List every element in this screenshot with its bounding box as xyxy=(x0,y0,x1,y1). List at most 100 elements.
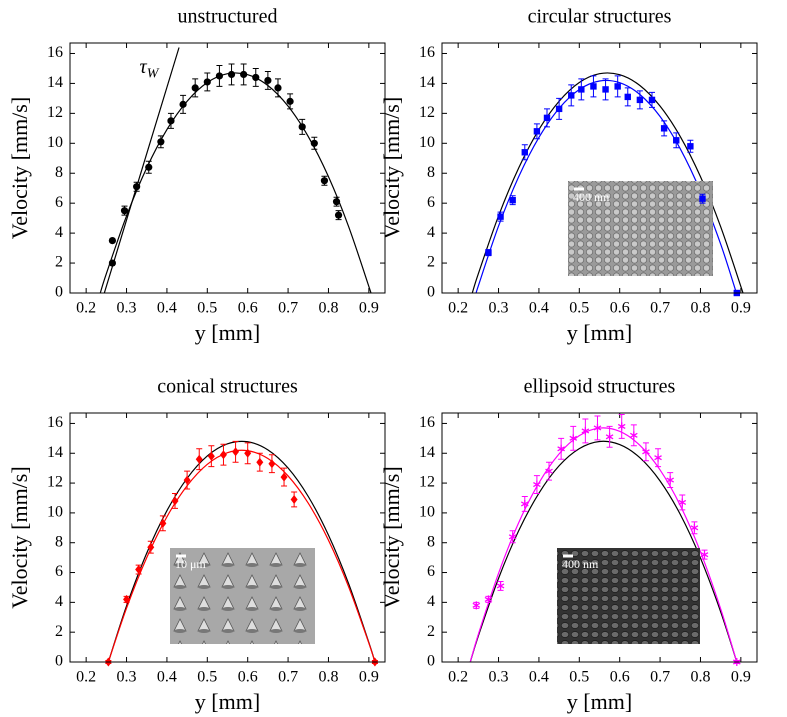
x-tick-label: 0.6 xyxy=(610,669,630,686)
marker xyxy=(135,565,143,575)
marker xyxy=(123,594,131,604)
x-axis-label: y [mm] xyxy=(567,689,632,714)
x-tick-label: 0.3 xyxy=(489,669,509,686)
y-tick-label: 8 xyxy=(427,164,435,181)
inset-image xyxy=(557,548,700,644)
x-tick-label: 0.3 xyxy=(489,300,509,317)
x-tick-label: 0.9 xyxy=(359,669,379,686)
axes-frame xyxy=(69,42,386,294)
x-axis-label: y [mm] xyxy=(195,689,260,714)
plot-area xyxy=(469,427,738,662)
y-axis-label: Velocity [mm/s] xyxy=(7,97,32,239)
x-tick-label: 0.6 xyxy=(238,300,258,317)
marker xyxy=(602,86,609,93)
marker xyxy=(191,84,199,92)
y-tick-label: 14 xyxy=(419,444,435,461)
marker xyxy=(557,444,565,453)
x-tick-label: 0.3 xyxy=(117,300,137,317)
y-tick-label: 2 xyxy=(427,623,435,640)
y-tick-label: 2 xyxy=(55,254,63,271)
x-tick-label: 0.8 xyxy=(318,300,338,317)
panel-title: unstructured xyxy=(178,6,278,28)
x-tick-label: 0.8 xyxy=(318,669,338,686)
axes-frame xyxy=(69,412,386,663)
marker xyxy=(310,139,318,147)
panel: circular structures y [mm] Velocity [mm/s]… xyxy=(379,6,758,345)
y-tick-label: 2 xyxy=(427,254,435,271)
marker xyxy=(120,207,129,215)
x-tick-label: 0.9 xyxy=(731,300,751,317)
x-tick-label: 0.5 xyxy=(197,300,217,317)
marker xyxy=(133,183,141,191)
marker xyxy=(157,138,165,146)
marker xyxy=(648,96,656,104)
marker xyxy=(700,550,709,559)
y-tick-label: 4 xyxy=(55,593,63,610)
panel-title: circular structures xyxy=(528,6,672,28)
plot-area xyxy=(99,47,372,293)
panel-title: conical structures xyxy=(157,376,298,398)
x-tick-label: 0.8 xyxy=(690,300,710,317)
marker xyxy=(590,83,597,90)
y-axis-label: Velocity [mm/s] xyxy=(379,466,404,608)
x-tick-label: 0.6 xyxy=(610,300,630,317)
marker xyxy=(108,237,117,245)
marker xyxy=(624,93,631,101)
marker xyxy=(543,114,551,122)
marker xyxy=(569,434,578,443)
marker xyxy=(280,472,288,482)
x-tick-label: 0.8 xyxy=(690,669,710,686)
y-tick-label: 8 xyxy=(55,533,63,550)
y-tick-label: 12 xyxy=(47,474,63,491)
marker xyxy=(183,475,191,485)
x-tick-label: 0.9 xyxy=(359,300,379,317)
marker xyxy=(252,73,260,82)
fit-curve xyxy=(103,47,180,293)
marker xyxy=(636,96,644,104)
marker xyxy=(533,128,541,135)
marker xyxy=(605,432,614,441)
x-tick-label: 0.7 xyxy=(278,669,298,686)
marker xyxy=(485,249,492,256)
marker xyxy=(666,476,674,485)
x-tick-label: 0.5 xyxy=(569,669,589,686)
axes-frame xyxy=(441,42,758,294)
marker xyxy=(171,496,179,506)
marker xyxy=(520,499,529,508)
panel: unstructured y [mm] Velocity [mm/s] 0.2 0.3 0… xyxy=(7,6,386,345)
y-tick-label: 2 xyxy=(55,623,63,640)
marker xyxy=(207,451,215,461)
annotation-subscript: W xyxy=(147,67,160,82)
x-tick-label: 0.5 xyxy=(569,300,589,317)
marker xyxy=(179,100,187,108)
inset-image xyxy=(170,548,315,644)
marker xyxy=(264,76,272,85)
marker xyxy=(545,467,553,476)
y-tick-label: 8 xyxy=(427,533,435,550)
marker xyxy=(195,454,203,464)
marker xyxy=(145,163,153,171)
y-tick-label: 8 xyxy=(55,164,63,181)
x-tick-label: 0.2 xyxy=(76,300,96,317)
y-tick-label: 4 xyxy=(427,593,435,610)
marker xyxy=(286,97,294,105)
annotation: τ xyxy=(140,56,148,78)
y-tick-label: 0 xyxy=(427,284,435,301)
y-tick-label: 0 xyxy=(427,653,435,670)
y-tick-label: 10 xyxy=(47,504,63,521)
y-tick-label: 14 xyxy=(47,74,63,91)
marker xyxy=(334,211,343,219)
y-tick-label: 14 xyxy=(47,444,63,461)
marker xyxy=(227,70,236,79)
x-tick-label: 0.4 xyxy=(529,300,549,317)
marker xyxy=(593,423,602,432)
x-tick-label: 0.4 xyxy=(529,669,549,686)
marker xyxy=(660,125,668,132)
marker xyxy=(581,426,590,435)
marker xyxy=(673,137,680,144)
x-tick-label: 0.7 xyxy=(278,300,298,317)
marker xyxy=(578,86,585,93)
marker xyxy=(219,450,227,460)
y-tick-label: 6 xyxy=(55,194,63,211)
